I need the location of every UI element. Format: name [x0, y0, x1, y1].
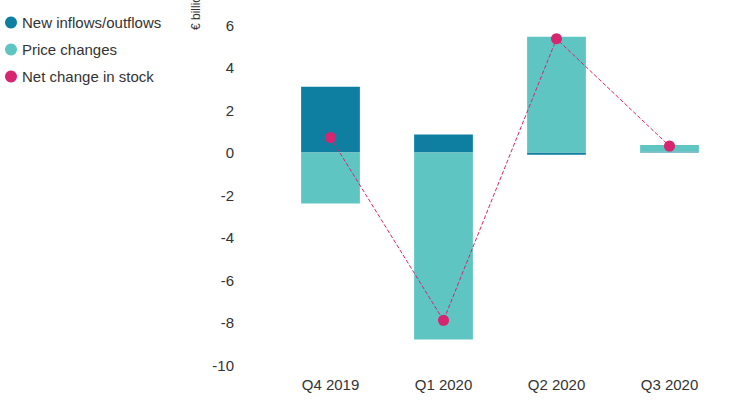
svg-text:Q4 2019: Q4 2019 [302, 376, 360, 393]
svg-text:4: 4 [226, 59, 234, 76]
svg-text:-6: -6 [221, 272, 234, 289]
svg-text:New inflows/outflows: New inflows/outflows [22, 14, 161, 31]
svg-text:Q3 2020: Q3 2020 [641, 376, 699, 393]
svg-text:-4: -4 [221, 229, 234, 246]
svg-text:-8: -8 [221, 314, 234, 331]
svg-text:-10: -10 [212, 357, 234, 374]
svg-text:Price changes: Price changes [22, 41, 117, 58]
svg-text:6: 6 [226, 17, 234, 34]
svg-text:Q2 2020: Q2 2020 [528, 376, 586, 393]
svg-text:0: 0 [226, 144, 234, 161]
svg-text:Q1 2020: Q1 2020 [415, 376, 473, 393]
svg-text:-2: -2 [221, 187, 234, 204]
svg-text:2: 2 [226, 102, 234, 119]
svg-text:€ billion: € billion [189, 0, 203, 30]
svg-text:Net change in stock: Net change in stock [22, 68, 154, 85]
